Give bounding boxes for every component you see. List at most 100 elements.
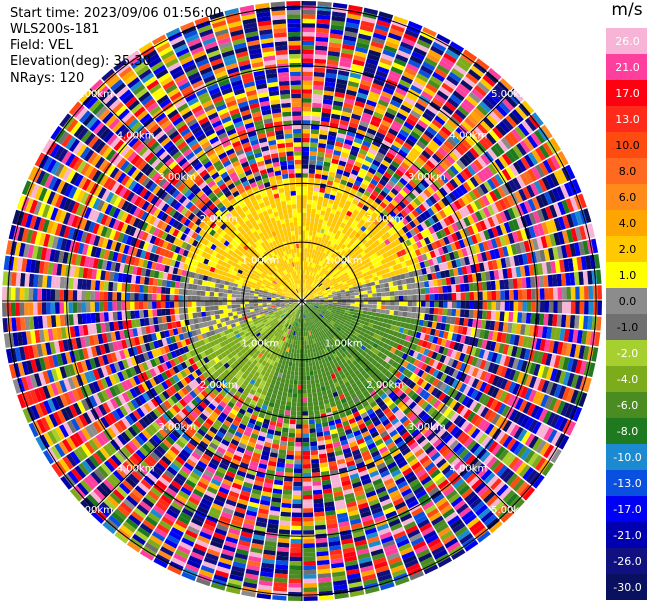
range-gate-cell (374, 256, 381, 263)
range-gate-cell (285, 405, 291, 411)
range-gate-cell (345, 22, 360, 29)
range-gate-cell (336, 132, 346, 139)
range-gate-cell (372, 252, 379, 259)
range-gate-cell (276, 555, 289, 561)
range-gate-cell (453, 200, 462, 210)
range-gate-cell (535, 288, 541, 300)
range-gate-cell (388, 128, 399, 137)
range-gate-cell (456, 159, 466, 170)
range-gate-cell (369, 222, 377, 229)
range-gate-cell (443, 301, 448, 308)
range-gate-cell (368, 49, 382, 58)
range-gate-cell (415, 43, 429, 53)
range-gate-cell (302, 411, 308, 416)
range-gate-cell (327, 55, 340, 62)
range-gate-cell (505, 150, 516, 163)
range-gate-cell (302, 345, 305, 350)
range-gate-cell (370, 259, 377, 265)
range-gate-cell (372, 174, 381, 183)
range-gate-cell (320, 116, 330, 123)
range-gate-cell (321, 206, 327, 212)
range-gate-cell (302, 406, 308, 412)
range-gate-cell (328, 274, 333, 279)
range-gate-cell (459, 156, 470, 167)
range-gate-cell (352, 242, 358, 248)
range-gate-cell (318, 265, 322, 271)
range-gate-cell (473, 159, 484, 171)
range-gate-cell (385, 296, 391, 301)
range-gate-cell (311, 124, 320, 130)
range-gate-cell (302, 128, 311, 134)
range-gate-cell (372, 297, 377, 301)
range-gate-cell (368, 147, 378, 156)
range-gate-cell (461, 138, 472, 150)
range-gate-cell (390, 259, 397, 266)
range-gate-cell (383, 155, 393, 164)
range-gate-cell (426, 243, 434, 252)
range-gate-cell (308, 230, 313, 236)
range-gate-cell (317, 291, 323, 294)
range-gate-cell (355, 156, 365, 164)
range-gate-cell (347, 126, 357, 133)
range-gate-cell (306, 380, 311, 385)
range-gate-cell (370, 236, 378, 243)
range-gate-cell (302, 420, 309, 425)
range-gate-cell (333, 200, 340, 207)
range-gate-cell (312, 289, 317, 294)
range-gate-cell (307, 190, 313, 196)
range-gate-cell (444, 194, 454, 205)
range-gate-cell (434, 150, 445, 160)
range-gate-cell (291, 516, 302, 522)
range-gate-cell (285, 463, 294, 469)
range-gate-cell (310, 142, 318, 148)
range-gate-cell (470, 129, 482, 141)
range-gate-cell (280, 400, 287, 406)
range-gate-cell (344, 259, 350, 265)
range-gate-cell (315, 45, 328, 51)
range-gate-cell (384, 205, 392, 214)
range-gate-cell (311, 262, 315, 268)
range-gate-cell (336, 230, 342, 236)
range-gate-cell (328, 198, 335, 205)
range-gate-cell (302, 397, 308, 403)
range-gate-cell (315, 287, 320, 291)
range-gate-cell (340, 151, 349, 159)
range-gate-cell (374, 316, 380, 322)
range-gate-cell (313, 76, 325, 82)
range-gate-cell (312, 290, 317, 294)
range-gate-cell (333, 249, 338, 255)
range-gate-cell (346, 248, 352, 254)
range-gate-cell (384, 111, 396, 120)
range-gate-cell (396, 49, 411, 59)
range-gate-cell (362, 272, 368, 277)
range-gate-cell (424, 219, 432, 228)
range-gate-cell (396, 181, 405, 189)
range-gate-cell (305, 279, 308, 284)
range-gate-cell (304, 293, 308, 298)
range-gate-cell (290, 375, 295, 380)
range-gate-cell (302, 186, 308, 191)
range-gate-cell (418, 153, 429, 163)
range-gate-cell (355, 244, 361, 251)
range-gate-cell (451, 222, 459, 232)
range-gate-cell (341, 298, 347, 301)
range-gate-cell (302, 93, 312, 99)
range-gate-cell (479, 78, 493, 91)
range-gate-cell (303, 574, 317, 579)
range-gate-cell (341, 228, 348, 235)
range-gate-cell (321, 262, 326, 268)
range-gate-cell (426, 160, 436, 170)
range-gate-cell (367, 245, 374, 252)
range-gate-cell (553, 301, 558, 314)
range-gate-cell (323, 229, 329, 235)
range-gate-cell (313, 85, 324, 91)
range-gate-cell (380, 241, 387, 248)
range-gate-cell (379, 283, 385, 289)
range-gate-cell (403, 33, 418, 43)
range-gate-cell (314, 294, 319, 297)
range-gate-cell (416, 98, 429, 108)
range-gate-cell (306, 289, 309, 294)
range-gate-cell (291, 348, 295, 354)
range-gate-cell (311, 463, 320, 469)
range-gate-cell (310, 379, 316, 385)
